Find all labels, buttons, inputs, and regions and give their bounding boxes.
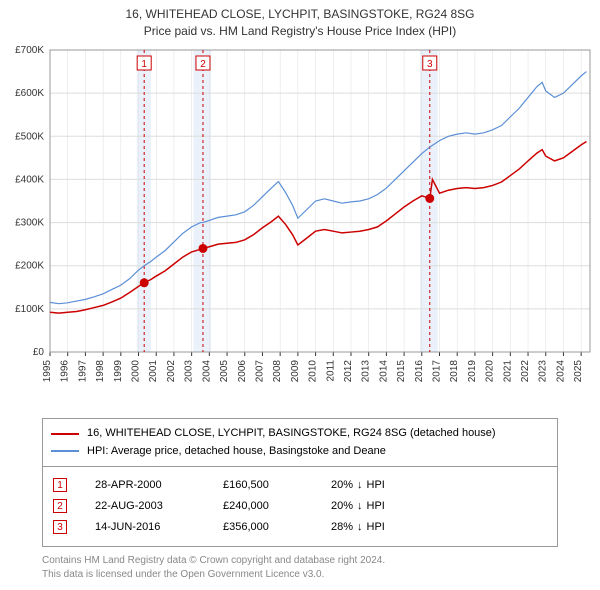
svg-text:2001: 2001 (148, 360, 159, 383)
svg-text:2021: 2021 (502, 360, 513, 383)
svg-text:2025: 2025 (573, 360, 584, 383)
title-line-1: 16, WHITEHEAD CLOSE, LYCHPIT, BASINGSTOK… (0, 6, 600, 23)
event-row: 3 14-JUN-2016 £356,000 28%↓HPI (53, 517, 547, 538)
svg-text:2006: 2006 (237, 360, 248, 383)
event-delta-pct: 20% (331, 496, 353, 517)
event-marker: 3 (53, 520, 67, 534)
chart-area: £0 £100K £200K £300K £400K £500K £600K £700K 199… (0, 42, 600, 412)
legend-row: HPI: Average price, detached house, Basi… (51, 443, 549, 461)
event-row: 1 28-APR-2000 £160,500 20%↓HPI (53, 475, 547, 496)
event-delta: 28%↓HPI (331, 517, 385, 538)
svg-text:2023: 2023 (538, 360, 549, 383)
arrow-down-icon: ↓ (357, 496, 363, 517)
svg-text:2022: 2022 (520, 360, 531, 383)
svg-text:2010: 2010 (308, 360, 319, 383)
svg-text:£600K: £600K (15, 88, 44, 99)
svg-text:2: 2 (200, 59, 206, 70)
svg-text:2015: 2015 (396, 360, 407, 383)
event-price: £240,000 (223, 496, 303, 517)
arrow-down-icon: ↓ (357, 517, 363, 538)
svg-text:£700K: £700K (15, 45, 44, 56)
event-price: £160,500 (223, 475, 303, 496)
event-delta-pct: 28% (331, 517, 353, 538)
svg-text:2014: 2014 (378, 360, 389, 383)
event-date: 28-APR-2000 (95, 475, 195, 496)
svg-text:2002: 2002 (166, 360, 177, 383)
event-delta-pct: 20% (331, 475, 353, 496)
svg-text:2017: 2017 (432, 360, 443, 383)
event-delta-suffix: HPI (367, 517, 385, 538)
svg-text:2004: 2004 (201, 360, 212, 383)
attribution-line-2: This data is licensed under the Open Gov… (42, 568, 558, 582)
event-row: 2 22-AUG-2003 £240,000 20%↓HPI (53, 496, 547, 517)
svg-text:2011: 2011 (325, 360, 336, 382)
legend-label: 16, WHITEHEAD CLOSE, LYCHPIT, BASINGSTOK… (87, 425, 496, 443)
event-date: 22-AUG-2003 (95, 496, 195, 517)
attribution: Contains HM Land Registry data © Crown c… (42, 554, 558, 582)
svg-text:1995: 1995 (42, 360, 53, 383)
svg-text:£400K: £400K (15, 174, 44, 185)
svg-text:£100K: £100K (15, 304, 44, 315)
event-date: 14-JUN-2016 (95, 517, 195, 538)
event-marker: 2 (53, 499, 67, 513)
svg-text:2009: 2009 (290, 360, 301, 383)
svg-text:£0: £0 (33, 347, 45, 358)
svg-text:2018: 2018 (449, 360, 460, 383)
legend-swatch (51, 433, 79, 435)
event-delta-suffix: HPI (367, 496, 385, 517)
chart-titles: 16, WHITEHEAD CLOSE, LYCHPIT, BASINGSTOK… (0, 0, 600, 40)
svg-text:£300K: £300K (15, 218, 44, 229)
svg-text:1998: 1998 (95, 360, 106, 383)
svg-text:2019: 2019 (467, 360, 478, 383)
svg-text:2008: 2008 (272, 360, 283, 383)
svg-text:2005: 2005 (219, 360, 230, 383)
attribution-line-1: Contains HM Land Registry data © Crown c… (42, 554, 558, 568)
event-delta: 20%↓HPI (331, 475, 385, 496)
event-delta-suffix: HPI (367, 475, 385, 496)
svg-text:1: 1 (141, 59, 147, 70)
event-marker: 1 (53, 478, 67, 492)
title-line-2: Price paid vs. HM Land Registry's House … (0, 23, 600, 40)
svg-text:£500K: £500K (15, 131, 44, 142)
event-delta: 20%↓HPI (331, 496, 385, 517)
arrow-down-icon: ↓ (357, 475, 363, 496)
svg-text:1997: 1997 (77, 360, 88, 383)
svg-text:2012: 2012 (343, 360, 354, 383)
svg-text:2020: 2020 (485, 360, 496, 383)
chart-svg: £0 £100K £200K £300K £400K £500K £600K £700K 199… (0, 42, 600, 412)
svg-text:2024: 2024 (555, 360, 566, 383)
svg-text:1999: 1999 (113, 360, 124, 383)
svg-text:1996: 1996 (60, 360, 71, 383)
svg-text:2007: 2007 (254, 360, 265, 383)
svg-text:2013: 2013 (361, 360, 372, 383)
svg-text:2016: 2016 (414, 360, 425, 383)
event-price: £356,000 (223, 517, 303, 538)
legend-label: HPI: Average price, detached house, Basi… (87, 443, 386, 461)
svg-text:3: 3 (427, 59, 433, 70)
svg-text:2000: 2000 (131, 360, 142, 383)
legend-box: 16, WHITEHEAD CLOSE, LYCHPIT, BASINGSTOK… (42, 418, 558, 467)
legend-swatch (51, 450, 79, 452)
events-box: 128-APR-2000£160,50020%↓HPI222-AUG-2003£… (42, 466, 558, 547)
svg-text:2003: 2003 (184, 360, 195, 383)
svg-text:£200K: £200K (15, 261, 44, 272)
legend-row: 16, WHITEHEAD CLOSE, LYCHPIT, BASINGSTOK… (51, 425, 549, 443)
